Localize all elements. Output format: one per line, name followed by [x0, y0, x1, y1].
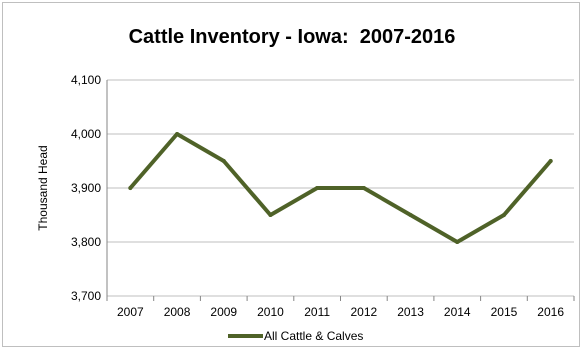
y-tick-label: 3,800	[71, 235, 101, 249]
data-point	[548, 159, 553, 163]
data-point	[315, 186, 320, 190]
chart-frame	[2, 2, 580, 347]
data-point	[361, 186, 366, 190]
chart-title: Cattle Inventory - Iowa: 2007-2016	[128, 26, 456, 48]
data-point	[175, 132, 180, 136]
x-tick-label: 2009	[210, 305, 237, 319]
x-tick-label: 2011	[304, 305, 330, 319]
data-point	[408, 213, 413, 217]
x-tick-label: 2008	[164, 305, 191, 319]
x-tick-label: 2014	[444, 305, 471, 319]
legend-label: All Cattle & Calves	[264, 329, 363, 343]
y-tick-label: 4,000	[71, 127, 101, 141]
x-tick-label: 2007	[117, 305, 144, 319]
x-tick-label: 2016	[537, 305, 564, 319]
series-line	[128, 132, 553, 244]
y-axis-title: Thousand Head	[36, 145, 50, 230]
y-tick-label: 3,900	[71, 181, 101, 195]
data-point	[128, 186, 133, 190]
data-point	[501, 213, 506, 217]
x-tick-label: 2015	[491, 305, 518, 319]
data-point	[455, 240, 460, 244]
y-tick-label: 3,700	[71, 289, 101, 303]
y-tick-label: 4,100	[71, 73, 101, 87]
data-point	[268, 213, 273, 217]
x-tick-label: 2012	[350, 305, 377, 319]
x-tick-label: 2010	[257, 305, 284, 319]
data-point	[221, 159, 226, 163]
x-tick-label: 2013	[397, 305, 424, 319]
